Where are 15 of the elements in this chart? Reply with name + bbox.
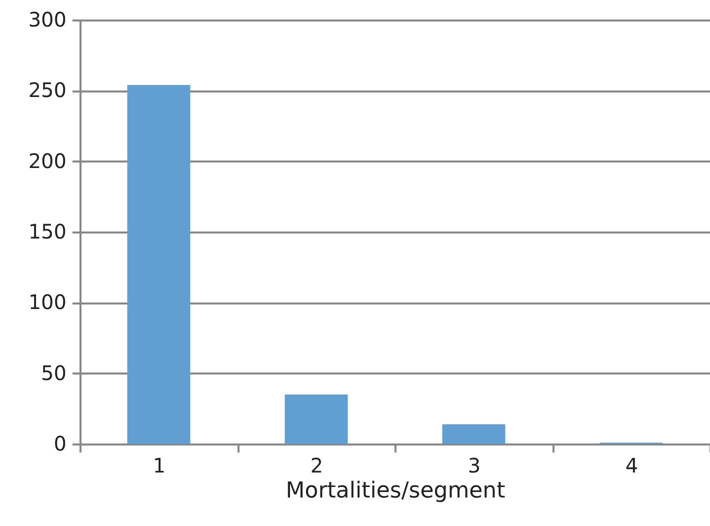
bar [442,424,506,444]
y-tick-label: 50 [41,360,66,385]
y-tick-label: 0 [54,432,66,456]
x-tick-label: 4 [625,454,638,478]
y-tick-label: 300 [28,8,66,32]
x-tick-label: 2 [310,454,324,478]
y-tick-label: 250 [28,78,66,102]
x-tick-label: 3 [468,454,481,478]
y-tick-label: 150 [28,220,66,244]
bar [127,85,190,444]
x-axis-title: Mortalities/segment [286,478,506,504]
bar [284,394,348,444]
y-tick-label: 100 [28,290,66,314]
y-tick-label: 200 [28,148,66,173]
x-tick-label: 1 [152,454,166,478]
